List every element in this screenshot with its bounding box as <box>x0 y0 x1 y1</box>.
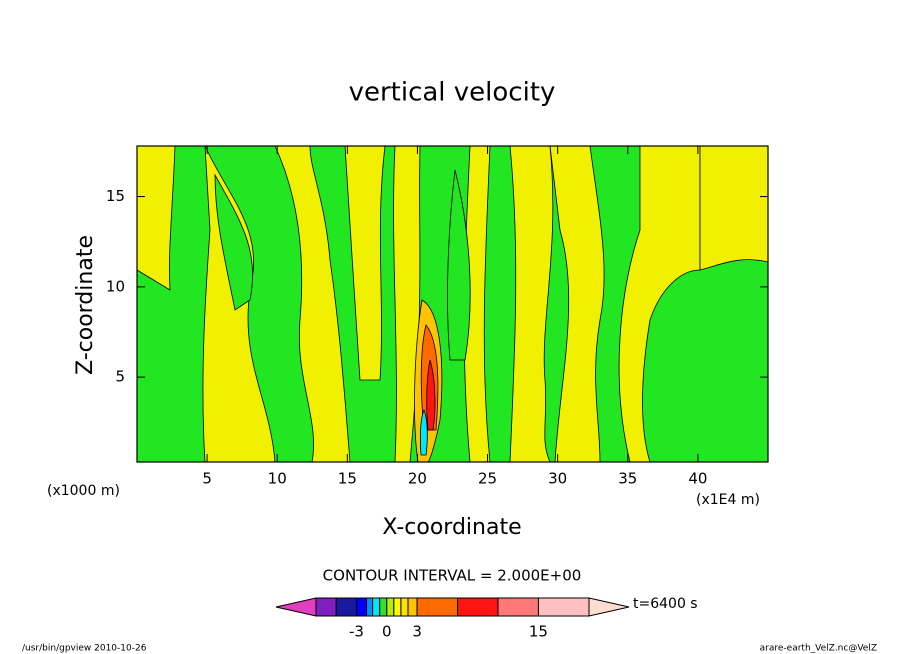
x-tick-label: 20 <box>408 470 427 488</box>
x-tick-label: 25 <box>478 470 497 488</box>
colorbar-box <box>372 597 381 617</box>
colorbar-tick-label: -3 <box>349 623 364 641</box>
colorbar-box <box>355 597 368 617</box>
y-tick-label: 15 <box>106 187 125 205</box>
colorbar-box <box>335 597 357 617</box>
x-tick-label: 35 <box>618 470 637 488</box>
footer-right: arare-earth_VelZ.nc@VelZ <box>760 644 877 654</box>
colorbar-box <box>416 597 459 617</box>
colorbar-box <box>379 597 388 617</box>
colorbar-under <box>275 597 317 617</box>
contour-interval: CONTOUR INTERVAL = 2.000E+00 <box>323 567 582 585</box>
colorbar-box <box>537 597 590 617</box>
x-tick-label: 40 <box>688 470 707 488</box>
footer-left: /usr/bin/gpview 2010-10-26 <box>22 644 147 654</box>
colorbar-box <box>386 597 395 617</box>
x-tick-label: 10 <box>268 470 287 488</box>
y-axis-label: Z-coordinate <box>73 235 98 375</box>
x-tick-label: 5 <box>202 470 212 488</box>
colorbar-tick-label: 15 <box>529 623 548 641</box>
x-tick-label: 15 <box>338 470 357 488</box>
colorbar-box <box>497 597 539 617</box>
colorbar-box <box>393 597 402 617</box>
colorbar-box <box>407 597 418 617</box>
y-tick-label: 10 <box>106 277 125 295</box>
x-axis-label: X-coordinate <box>382 515 521 540</box>
x-tick-label: 30 <box>548 470 567 488</box>
time-label: t=6400 s <box>633 596 698 612</box>
contour-field <box>137 146 768 462</box>
colorbar-box <box>400 597 409 617</box>
x-unit-left: (x1000 m) <box>47 483 120 499</box>
plot-frame <box>136 145 769 463</box>
chart-title: vertical velocity <box>349 78 556 108</box>
colorbar-box <box>457 597 499 617</box>
colorbar-box <box>366 597 374 617</box>
colorbar-box <box>315 597 337 617</box>
colorbar-tick-label: 3 <box>412 623 422 641</box>
x-unit-right: (x1E4 m) <box>696 492 760 508</box>
colorbar-over <box>588 597 630 617</box>
colorbar-tick-label: 0 <box>382 623 392 641</box>
y-tick-label: 5 <box>115 368 125 386</box>
